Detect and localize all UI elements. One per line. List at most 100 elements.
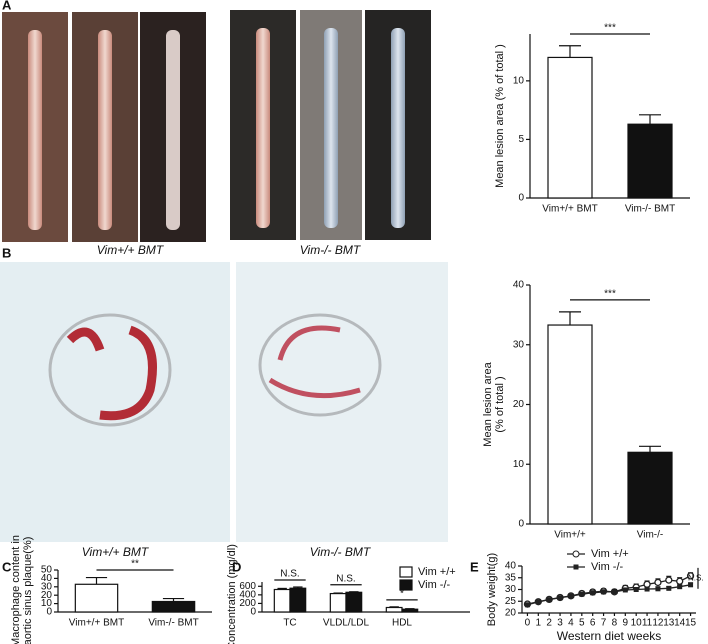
significance: N.S. (280, 569, 299, 580)
marker (611, 589, 617, 595)
y-axis-label: (% of total ) (494, 376, 506, 432)
bar (345, 591, 363, 613)
y-axis-label: Mean lesion area (482, 361, 494, 446)
marker (665, 576, 673, 584)
y-tick-label: 0 (518, 519, 524, 530)
x-tick-label: 0 (525, 618, 531, 629)
x-tick-label: VLDL/LDL (323, 618, 370, 629)
x-tick-label: 3 (557, 618, 563, 629)
marker (655, 586, 661, 592)
image-caption: Vim+/+ BMT (97, 243, 165, 257)
x-tick-label: Vim-/- (637, 530, 663, 541)
panel-label: A (2, 0, 12, 12)
marker (686, 572, 695, 580)
marker (677, 584, 683, 590)
x-axis-label: Western diet weeks (557, 629, 662, 643)
marker (546, 597, 552, 603)
x-tick-label: 2 (546, 618, 552, 629)
marker (688, 582, 694, 588)
y-tick-label: 20 (513, 399, 525, 410)
panel-label: D (232, 559, 241, 574)
y-axis-label: Concentration (mg/dl) (226, 544, 238, 644)
x-tick-label: Vim+/+ (554, 530, 586, 541)
legend-swatch (399, 566, 413, 578)
significance: N.S. (688, 573, 704, 582)
y-axis-label: Mean lesion area (% of total ) (494, 44, 506, 188)
bar (74, 583, 119, 613)
y-tick-label: 0 (250, 607, 256, 618)
x-tick-label: 4 (568, 618, 574, 629)
x-tick-label: 15 (685, 618, 697, 629)
y-tick-label: 30 (505, 584, 517, 595)
x-tick-label: 5 (579, 618, 585, 629)
panel-label: C (2, 559, 12, 574)
y-tick-label: 35 (505, 572, 517, 583)
x-tick-label: TC (283, 618, 296, 629)
marker (568, 593, 574, 599)
image-caption: Vim-/- BMT (300, 243, 362, 257)
section-photos (0, 262, 448, 542)
marker (601, 589, 607, 595)
y-tick-label: 20 (41, 590, 53, 601)
y-tick-label: 0 (46, 607, 52, 618)
x-tick-label: 12 (652, 618, 664, 629)
marker (676, 577, 684, 585)
x-tick-label: Vim-/- BMT (625, 204, 675, 215)
x-tick-label: 9 (623, 618, 629, 629)
series-line (527, 584, 691, 606)
x-tick-label: HDL (392, 618, 412, 629)
y-axis-label: Macrophage content in (10, 535, 22, 644)
y-tick-label: 30 (41, 581, 53, 592)
marker (622, 587, 628, 593)
image-caption: Vim-/- BMT (310, 545, 372, 559)
x-tick-label: 10 (631, 618, 643, 629)
x-tick-label: 1 (536, 618, 542, 629)
y-tick-label: 40 (41, 573, 53, 584)
aorta-photos (2, 10, 431, 242)
marker (644, 586, 650, 592)
bar (627, 451, 673, 525)
legend-marker (573, 564, 579, 570)
y-tick-label: 30 (513, 339, 525, 350)
bar (627, 123, 673, 199)
bar (547, 324, 593, 525)
significance: *** (604, 289, 616, 300)
x-tick-label: Vim+/+ BMT (542, 204, 597, 215)
x-tick-label: 11 (642, 618, 653, 629)
bar (385, 606, 403, 613)
bar (329, 592, 347, 613)
x-tick-label: 7 (601, 618, 607, 629)
y-tick-label: 50 (41, 565, 53, 576)
significance: *** (604, 23, 616, 34)
significance: N.S. (336, 573, 355, 584)
marker (557, 595, 563, 601)
marker (654, 578, 662, 587)
y-tick-label: 20 (505, 608, 517, 619)
marker (524, 602, 530, 608)
image-caption: Vim+/+ BMT (82, 545, 150, 559)
y-tick-label: 10 (513, 75, 525, 86)
x-tick-label: 14 (674, 618, 686, 629)
y-tick-label: 600 (239, 581, 256, 592)
marker (535, 599, 541, 605)
legend-swatch (399, 579, 413, 591)
bar (151, 600, 196, 613)
x-tick-label: 8 (612, 618, 618, 629)
x-tick-label: 13 (663, 618, 675, 629)
y-tick-label: 40 (505, 561, 517, 572)
legend-label: Vim +/+ (418, 566, 456, 578)
legend-marker (572, 550, 580, 558)
y-tick-label: 0 (518, 193, 524, 204)
x-tick-label: 6 (590, 618, 596, 629)
y-tick-label: 5 (518, 134, 524, 145)
bar (547, 56, 593, 199)
legend-label: Vim -/- (591, 561, 624, 573)
y-tick-label: 25 (505, 596, 517, 607)
panel-label: B (2, 245, 11, 260)
marker (633, 587, 639, 592)
marker (666, 585, 672, 591)
y-tick-label: 10 (513, 459, 525, 470)
bar (273, 588, 291, 613)
legend-label: Vim -/- (418, 579, 451, 591)
